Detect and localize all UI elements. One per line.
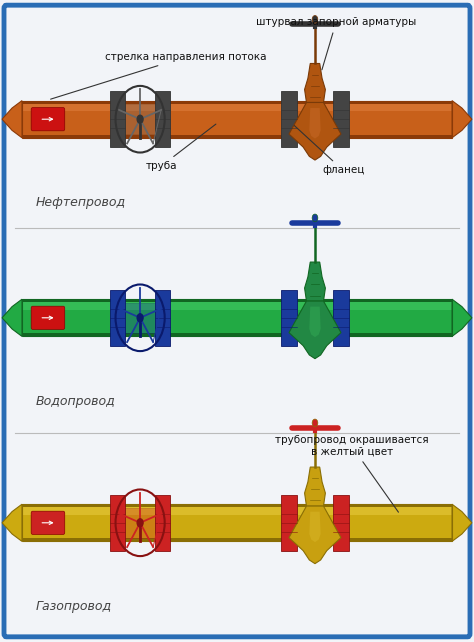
Bar (22, 302, 452, 333)
Bar (118, 303, 163, 333)
Bar (22, 299, 452, 336)
Text: труба: труба (146, 124, 216, 171)
Bar (118, 105, 163, 134)
Bar (282, 290, 297, 345)
Bar (155, 91, 170, 147)
Circle shape (312, 419, 318, 427)
Bar (155, 495, 170, 551)
Text: Газопровод: Газопровод (36, 600, 112, 612)
Bar (22, 504, 452, 541)
Polygon shape (452, 101, 472, 138)
Bar (282, 495, 297, 551)
Polygon shape (452, 299, 472, 336)
Bar (22, 103, 452, 111)
Text: фланец: фланец (294, 126, 365, 175)
Polygon shape (2, 299, 22, 336)
FancyBboxPatch shape (4, 5, 470, 637)
Bar (22, 103, 452, 135)
Bar (333, 91, 348, 147)
Polygon shape (310, 307, 320, 337)
Polygon shape (305, 262, 325, 301)
FancyBboxPatch shape (31, 108, 65, 131)
Circle shape (137, 314, 143, 322)
Bar (155, 290, 170, 345)
Bar (333, 495, 348, 551)
Polygon shape (289, 103, 341, 160)
Text: штурвал запорной арматуры: штурвал запорной арматуры (256, 17, 416, 70)
Bar (110, 495, 125, 551)
Text: Водопровод: Водопровод (36, 395, 116, 408)
Bar (118, 508, 163, 537)
Text: стрелка направления потока: стрелка направления потока (51, 52, 266, 99)
Circle shape (137, 519, 143, 527)
Bar (282, 91, 297, 147)
Bar (22, 101, 452, 138)
Circle shape (312, 214, 318, 221)
FancyBboxPatch shape (31, 306, 65, 329)
Polygon shape (2, 504, 22, 541)
FancyBboxPatch shape (31, 511, 65, 534)
Bar (22, 507, 452, 515)
Circle shape (137, 115, 143, 123)
Bar (22, 504, 452, 541)
Bar (110, 91, 125, 147)
Polygon shape (289, 301, 341, 359)
Polygon shape (310, 512, 320, 542)
Bar (22, 302, 452, 309)
Text: трубопровод окрашивается
в желтый цвет: трубопровод окрашивается в желтый цвет (275, 435, 428, 512)
Polygon shape (305, 64, 325, 103)
Bar (22, 507, 452, 539)
Polygon shape (452, 504, 472, 541)
Text: Нефтепровод: Нефтепровод (36, 196, 126, 209)
Bar (22, 299, 452, 336)
Circle shape (312, 15, 318, 23)
Bar (22, 101, 452, 138)
Bar (110, 290, 125, 345)
Polygon shape (2, 101, 22, 138)
Polygon shape (310, 108, 320, 139)
Bar (333, 290, 348, 345)
Polygon shape (305, 467, 325, 506)
Polygon shape (289, 506, 341, 564)
